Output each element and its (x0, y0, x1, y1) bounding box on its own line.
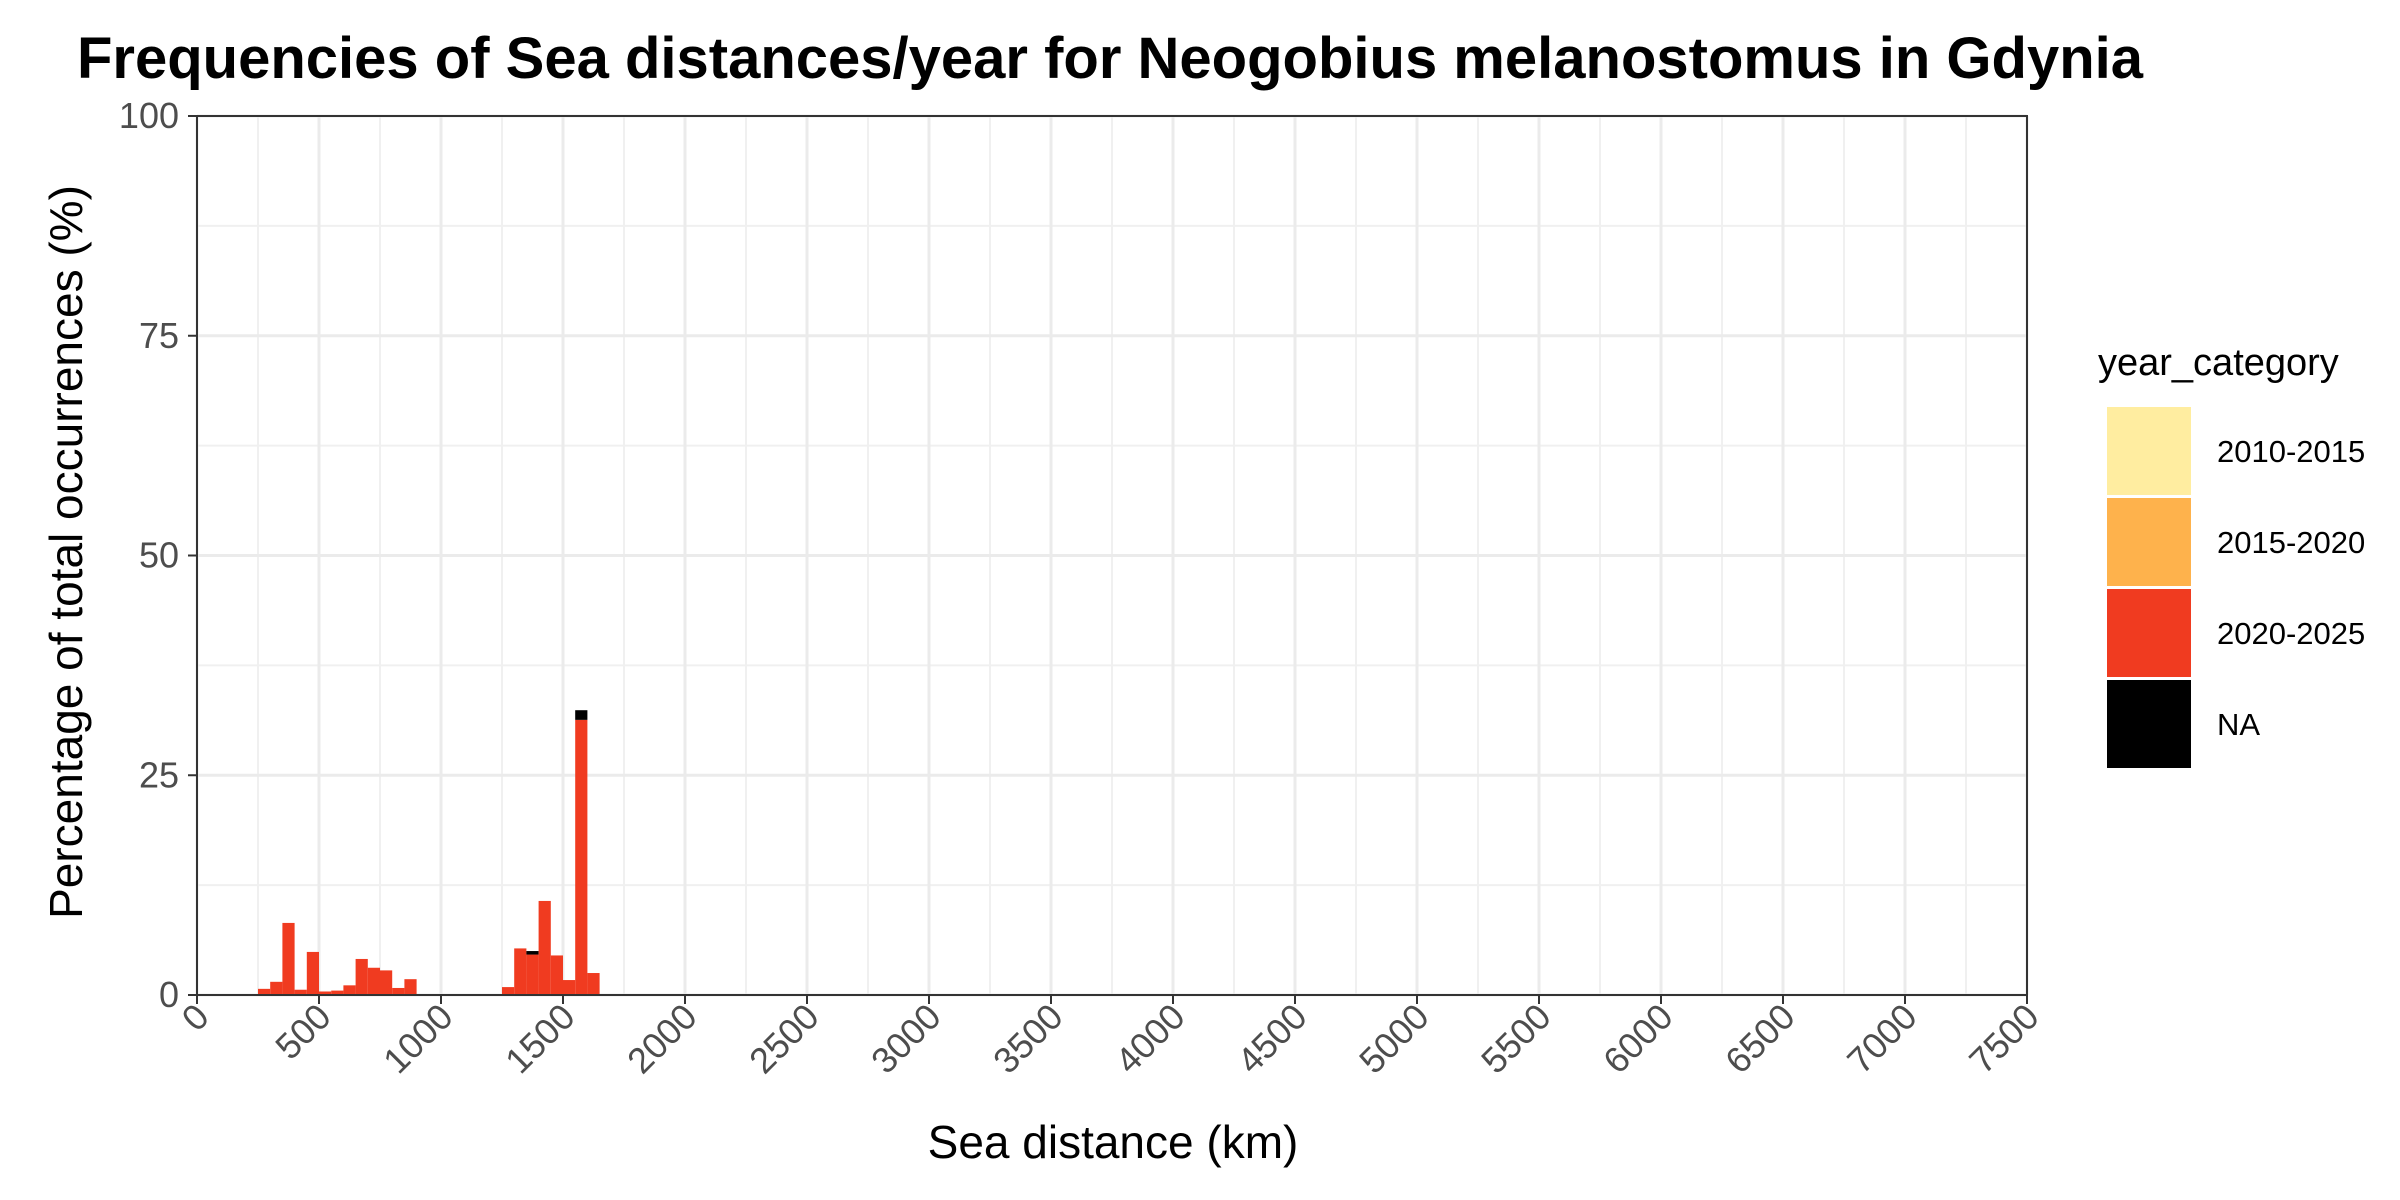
bar (587, 973, 600, 995)
x-tick-label: 4000 (1107, 996, 1193, 1082)
bar (563, 980, 576, 995)
bar (258, 988, 271, 995)
legend-label: 2020-2025 (2217, 616, 2365, 651)
x-tick-label: 1500 (497, 996, 583, 1082)
x-tick-label: 1000 (375, 996, 461, 1082)
bar (343, 985, 356, 995)
x-tick-label: 2000 (619, 996, 705, 1082)
x-tick-label: 2500 (741, 996, 827, 1082)
bar (550, 955, 563, 995)
chart-title: Frequencies of Sea distances/year for Ne… (77, 26, 2144, 91)
x-tick-label: 5500 (1473, 996, 1559, 1082)
x-tick-label: 3000 (863, 996, 949, 1082)
bar (319, 991, 332, 995)
bar (380, 970, 393, 995)
x-tick-label: 3500 (985, 996, 1071, 1082)
legend-label: 2010-2015 (2217, 434, 2365, 469)
bar (538, 900, 551, 995)
bar (526, 951, 539, 955)
y-tick-label: 0 (159, 974, 179, 1015)
bar (575, 719, 588, 995)
x-tick-label: 5000 (1351, 996, 1437, 1082)
y-tick-label: 50 (139, 535, 179, 576)
y-tick-label: 100 (119, 95, 179, 136)
y-tick-label: 75 (139, 315, 179, 356)
x-tick-label: 0 (174, 996, 217, 1039)
bar (355, 958, 368, 995)
x-tick-label: 7500 (1961, 996, 2047, 1082)
legend-label: NA (2217, 707, 2260, 742)
bars (258, 710, 600, 995)
bar (367, 967, 380, 995)
bar (575, 710, 588, 720)
legend: year_category 2010-2015 2015-2020 2020-202… (2098, 342, 2365, 768)
x-axis-title: Sea distance (km) (928, 1116, 1299, 1168)
bar (514, 948, 527, 995)
bar (294, 989, 307, 995)
legend-key (2107, 407, 2191, 495)
grid (195, 114, 2029, 997)
bar (502, 987, 515, 995)
x-tick-label: 6000 (1595, 996, 1681, 1082)
bar (270, 981, 283, 995)
legend-key (2107, 680, 2191, 768)
bar (282, 922, 295, 995)
y-axis-title: Percentage of total occurrences (%) (40, 185, 92, 919)
y-tick-label: 25 (139, 754, 179, 795)
bar (526, 954, 539, 995)
bar (404, 979, 417, 995)
bar (306, 951, 319, 995)
bar (331, 990, 344, 995)
legend-label: 2015-2020 (2217, 525, 2365, 560)
x-tick-label: 6500 (1717, 996, 1803, 1082)
x-tick-label: 4500 (1229, 996, 1315, 1082)
x-tick-label: 7000 (1839, 996, 1925, 1082)
bar (392, 987, 405, 995)
legend-key (2107, 589, 2191, 677)
legend-key (2107, 498, 2191, 586)
legend-title: year_category (2098, 342, 2339, 384)
x-tick-label: 500 (267, 996, 338, 1067)
